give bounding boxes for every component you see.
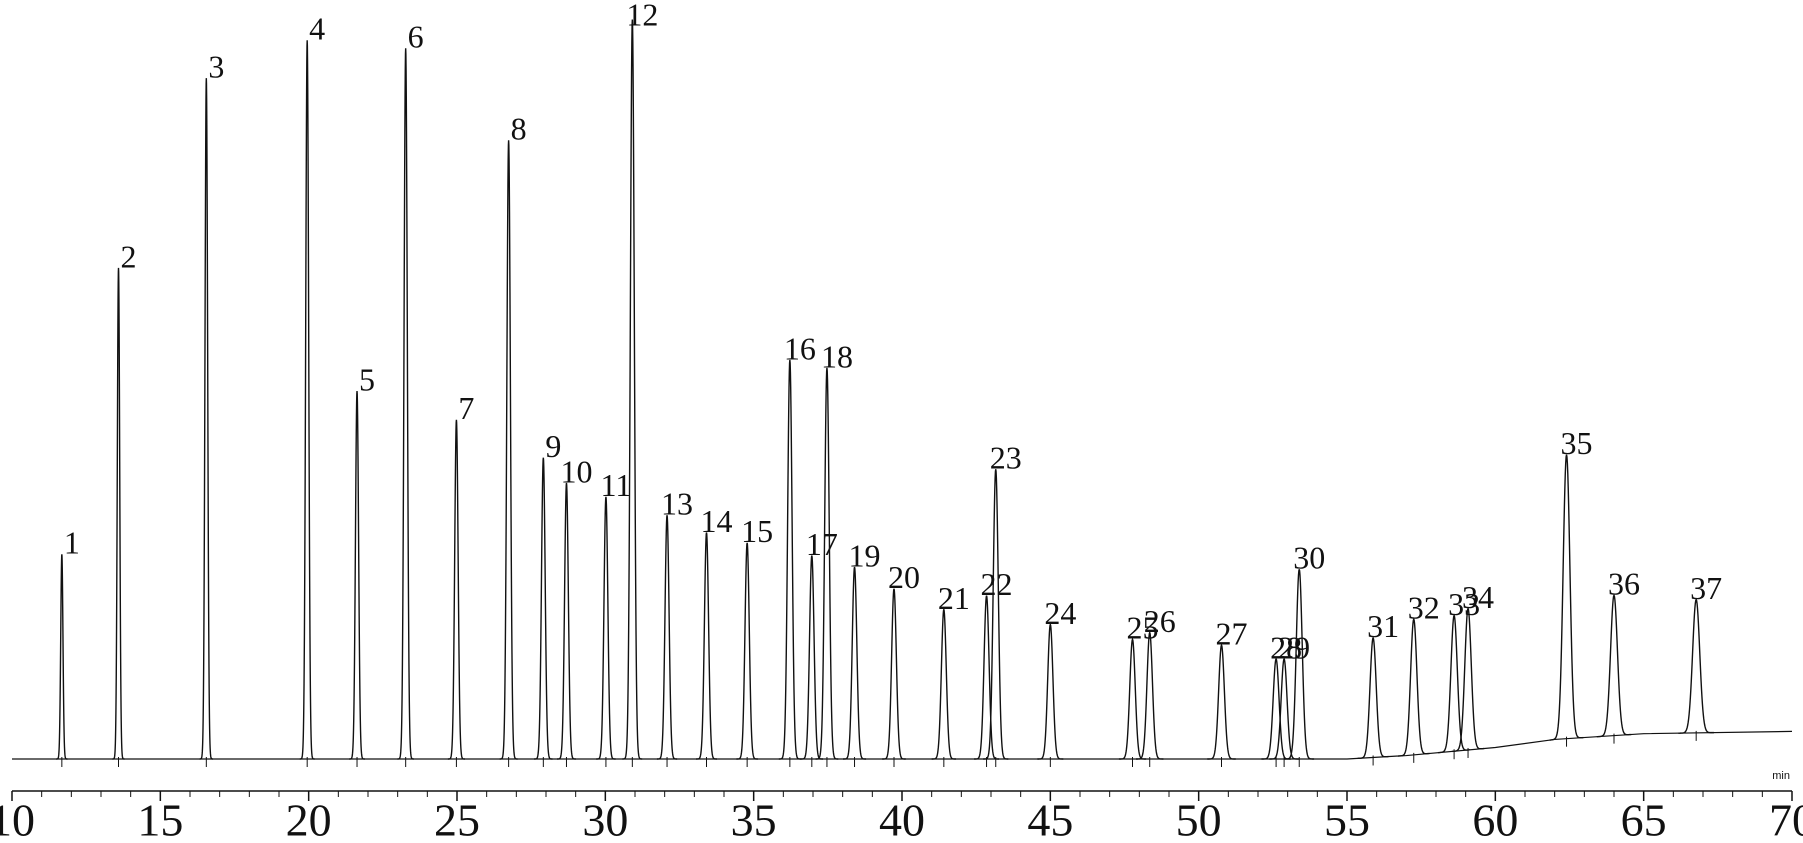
peak-label: 5 <box>359 361 375 397</box>
peak <box>778 359 801 760</box>
x-tick-label: 10 <box>0 795 35 843</box>
peak <box>1678 597 1715 734</box>
peak <box>1037 622 1064 760</box>
peak <box>1269 657 1299 760</box>
peak-label: 9 <box>545 428 561 464</box>
baseline <box>12 730 1793 760</box>
peak-label: 33 <box>1448 586 1480 622</box>
peak <box>800 555 823 760</box>
peak <box>974 595 1000 760</box>
x-tick-label: 65 <box>1621 795 1667 843</box>
x-unit: min <box>1772 770 1790 782</box>
peak-label: 14 <box>700 503 732 539</box>
peak-label: 18 <box>821 338 853 374</box>
x-tick-label: 60 <box>1472 795 1518 843</box>
peak-label: 6 <box>408 19 424 55</box>
x-tick-label: 50 <box>1176 795 1222 843</box>
peak <box>447 419 465 760</box>
peak <box>397 48 414 760</box>
peak <box>696 532 717 760</box>
peak-label: 20 <box>888 559 920 595</box>
peak <box>656 515 678 760</box>
peak-label: 36 <box>1608 566 1640 602</box>
peak-label: 17 <box>806 526 838 562</box>
x-tick-label: 35 <box>731 795 777 843</box>
x-tick-label: 15 <box>137 795 183 843</box>
peak-label: 32 <box>1408 590 1440 626</box>
peak-label: 4 <box>309 11 325 47</box>
peak-label: 2 <box>121 238 137 274</box>
x-tick-label: 70 <box>1769 795 1803 843</box>
peak-label: 3 <box>208 49 224 85</box>
peak-label: 24 <box>1044 595 1076 631</box>
peak-label: 29 <box>1278 629 1310 665</box>
peak-label: 35 <box>1561 425 1593 461</box>
peak <box>299 40 315 760</box>
peak <box>736 542 758 760</box>
x-tick-label: 30 <box>582 795 628 843</box>
peak-label: 7 <box>458 390 474 426</box>
x-tick-label: 25 <box>434 795 480 843</box>
x-tick-label: 20 <box>286 795 332 843</box>
peak <box>499 140 518 760</box>
peak-label: 11 <box>601 467 632 503</box>
peak <box>1135 630 1164 760</box>
peak <box>596 496 616 760</box>
peak-label: 34 <box>1462 579 1494 615</box>
peak <box>983 469 1009 760</box>
peak <box>1118 637 1147 760</box>
peak-label: 23 <box>990 440 1022 476</box>
peak <box>1451 606 1485 753</box>
peak <box>112 267 125 760</box>
peak <box>534 457 553 760</box>
peak-label: 19 <box>849 537 881 573</box>
peak <box>557 482 576 760</box>
peak-label: 25 <box>1127 610 1159 646</box>
x-tick-label: 40 <box>879 795 925 843</box>
peak-label: 12 <box>626 0 658 32</box>
peak <box>843 566 867 760</box>
x-tick-label: 55 <box>1324 795 1370 843</box>
peak <box>1357 636 1389 760</box>
peak <box>1207 643 1236 760</box>
peak-label: 10 <box>560 453 592 489</box>
peak-label: 27 <box>1216 615 1248 651</box>
peak <box>349 390 365 760</box>
peak-label: 15 <box>741 513 773 549</box>
peak-label: 21 <box>938 580 970 616</box>
peak <box>1398 617 1430 757</box>
peak <box>1596 593 1632 738</box>
peak <box>1284 569 1315 760</box>
peak <box>882 588 906 760</box>
peak-label: 31 <box>1367 608 1399 644</box>
peak <box>931 606 957 760</box>
peak <box>56 554 68 760</box>
peak-label: 13 <box>661 486 693 522</box>
peak-label: 22 <box>981 566 1013 602</box>
peak <box>199 78 213 760</box>
peak-label: 8 <box>511 111 527 147</box>
peak-label: 1 <box>64 525 80 561</box>
peak-label: 37 <box>1690 570 1722 606</box>
peak-label: 26 <box>1144 603 1176 639</box>
peak <box>622 19 643 760</box>
peak <box>815 367 839 760</box>
peak <box>1438 613 1471 754</box>
x-tick-label: 45 <box>1027 795 1073 843</box>
peak-label: 16 <box>784 330 816 366</box>
peak <box>1549 454 1584 741</box>
peak-label: 30 <box>1293 540 1325 576</box>
